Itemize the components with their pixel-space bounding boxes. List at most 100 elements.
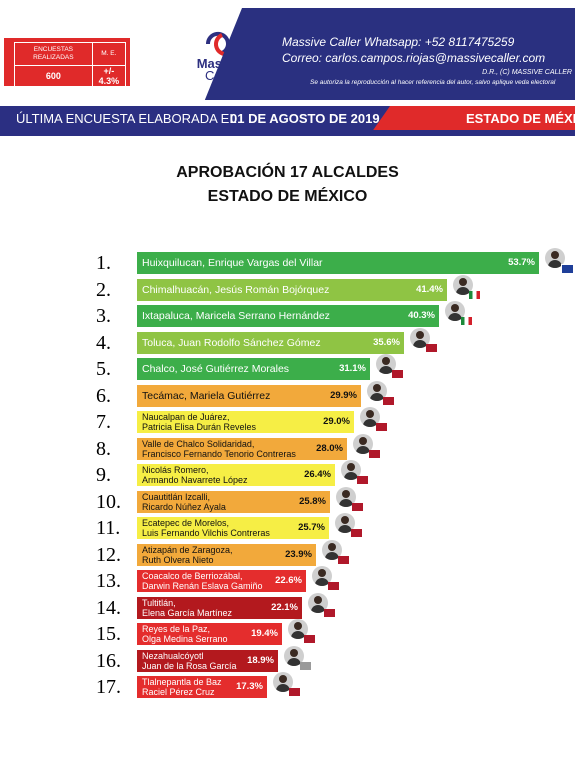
bar-label-line1: Tultitlán, — [142, 598, 176, 608]
margin-error-label: M. E. — [91, 42, 127, 66]
mayor-photo-icon — [322, 540, 342, 560]
bar-label-line2: Elena García Martínez — [142, 608, 233, 618]
bar-label: Ecatepec de Morelos, Luis Fernando Vilchi… — [142, 517, 270, 539]
mayor-photo-icon — [453, 275, 473, 295]
rank-label: 3. — [96, 305, 111, 327]
party-logo-icon — [376, 423, 387, 431]
bar-value-label: 35.6% — [373, 337, 400, 348]
party-logo-icon — [324, 609, 335, 617]
party-logo-icon — [469, 291, 480, 299]
bar: Naucalpan de Juárez, Patricia Elisa Durán… — [137, 411, 354, 433]
bar-label-line2: Francisco Fernando Tenorio Contreras — [142, 449, 296, 459]
bar: Nicolás Romero, Armando Navarrete López 26… — [137, 464, 335, 486]
bar: Atizapán de Zaragoza, Ruth Olvera Nieto 23… — [137, 544, 316, 566]
report-header: ENCUESTAS REALIZADAS M. E. 600 +/- 4.3% … — [0, 0, 575, 100]
bar-value-label: 53.7% — [508, 257, 535, 268]
mayor-photo-icon — [376, 354, 396, 374]
bar-label-line2: Olga Medina Serrano — [142, 634, 228, 644]
party-logo-icon — [300, 662, 311, 670]
bar-label: Tecámac, Mariela Gutiérrez — [142, 385, 270, 407]
bar-value-label: 18.9% — [247, 655, 274, 666]
bar-label-line2: Darwin Renán Eslava Gamiño — [142, 581, 263, 591]
rank-label: 4. — [96, 332, 111, 354]
bar: Reyes de la Paz, Olga Medina Serrano 19.4% — [137, 623, 282, 645]
whatsapp-text: Massive Caller Whatsapp: +52 8117475259 — [282, 35, 515, 49]
bar-value-label: 29.0% — [323, 416, 350, 427]
party-logo-icon — [426, 344, 437, 352]
party-logo-icon — [369, 450, 380, 458]
bar-label-line2: Juan de la Rosa García — [142, 661, 237, 671]
strip-state: ESTADO DE MÉXICO — [466, 111, 575, 126]
party-logo-icon — [357, 476, 368, 484]
email-text: Correo: carlos.campos.riojas@massivecall… — [282, 51, 546, 65]
bar-label-line1: Ecatepec de Morelos, — [142, 518, 230, 528]
bar-label-line1: Tlalnepantla de Baz — [142, 677, 222, 687]
bar-label-line1: Atizapán de Zaragoza, — [142, 545, 233, 555]
bar-value-label: 28.0% — [316, 443, 343, 454]
bar-label: Ixtapaluca, Maricela Serrano Hernández — [142, 305, 330, 327]
rank-label: 6. — [96, 385, 111, 407]
survey-date-strip: ÚLTIMA ENCUESTA ELABORADA EL 01 DE AGOST… — [0, 106, 575, 136]
party-logo-icon — [392, 370, 403, 378]
rank-label: 12. — [96, 544, 121, 566]
bar-value-label: 41.4% — [416, 284, 443, 295]
bar: Huixquilucan, Enrique Vargas del Villar 5… — [137, 252, 539, 274]
bar-label: Chimalhuacán, Jesús Román Bojórquez — [142, 279, 329, 301]
bar-label-line1: Toluca, Juan Rodolfo Sánchez Gómez — [142, 337, 321, 349]
bar-label-line1: Tecámac, Mariela Gutiérrez — [142, 390, 271, 402]
chart-title: APROBACIÓN 17 ALCALDES — [176, 164, 399, 181]
bar-label-line2: Raciel Pérez Cruz — [142, 687, 215, 697]
party-logo-icon — [383, 397, 394, 405]
bar-label-line1: Chimalhuacán, Jesús Román Bojórquez — [142, 284, 330, 296]
mayor-photo-icon — [288, 619, 308, 639]
bar-label-line1: Reyes de la Paz, — [142, 624, 211, 634]
bar-label-line2: Patricia Elisa Durán Reveles — [142, 422, 257, 432]
bar-value-label: 29.9% — [330, 390, 357, 401]
bar-value-label: 19.4% — [251, 628, 278, 639]
rank-label: 7. — [96, 411, 111, 433]
bar-label: Tultitlán, Elena García Martínez — [142, 597, 232, 619]
mayor-photo-icon — [336, 487, 356, 507]
chart-subtitle: ESTADO DE MÉXICO — [207, 188, 368, 205]
rank-label: 5. — [96, 358, 111, 380]
mayor-photo-icon — [353, 434, 373, 454]
bar-value-label: 17.3% — [236, 681, 263, 692]
party-logo-icon — [352, 503, 363, 511]
bar: Ixtapaluca, Maricela Serrano Hernández 40… — [137, 305, 439, 327]
bar-value-label: 31.1% — [339, 363, 366, 374]
bar-label-line2: Ruth Olvera Nieto — [142, 555, 214, 565]
bar-label: Coacalco de Berriozábal, Darwin Renán Esl… — [142, 570, 263, 592]
bar-label-line2: Ricardo Núñez Ayala — [142, 502, 226, 512]
party-logo-icon — [338, 556, 349, 564]
rank-label: 11. — [96, 517, 121, 539]
bar: Valle de Chalco Solidaridad, Francisco Fe… — [137, 438, 347, 460]
mayor-photo-icon — [273, 672, 293, 692]
bar-value-label: 25.7% — [298, 522, 325, 533]
bar: Toluca, Juan Rodolfo Sánchez Gómez 35.6% — [137, 332, 404, 354]
bar-label-line2: Luis Fernando Vilchis Contreras — [142, 528, 270, 538]
mayor-photo-icon — [445, 301, 465, 321]
strip-prefix: ÚLTIMA ENCUESTA ELABORADA EL — [16, 111, 237, 126]
bar-label-line1: Huixquilucan, Enrique Vargas del Villar — [142, 257, 323, 269]
strip-date: 01 DE AGOSTO DE 2019 — [230, 111, 380, 126]
mayor-photo-icon — [360, 407, 380, 427]
bar-label-line2: Armando Navarrete López — [142, 475, 248, 485]
bar: Ecatepec de Morelos, Luis Fernando Vilchi… — [137, 517, 329, 539]
bar-label: Cuautitlán Izcalli, Ricardo Núñez Ayala — [142, 491, 226, 513]
bar-label-line1: Cuautitlán Izcalli, — [142, 492, 211, 502]
rank-label: 1. — [96, 252, 111, 274]
bar-label-line1: Ixtapaluca, Maricela Serrano Hernández — [142, 310, 330, 322]
bar-label: Toluca, Juan Rodolfo Sánchez Gómez — [142, 332, 321, 354]
rank-label: 8. — [96, 438, 111, 460]
party-logo-icon — [351, 529, 362, 537]
bar-value-label: 22.1% — [271, 602, 298, 613]
bar-label-line1: Coacalco de Berriozábal, — [142, 571, 243, 581]
rank-label: 17. — [96, 676, 121, 698]
bar: Tultitlán, Elena García Martínez 22.1% — [137, 597, 302, 619]
mayor-photo-icon — [410, 328, 430, 348]
mayor-photo-icon — [308, 593, 328, 613]
party-logo-icon — [561, 264, 574, 274]
rank-label: 10. — [96, 491, 121, 513]
mayor-photo-icon — [284, 646, 304, 666]
sample-size-label: ENCUESTAS REALIZADAS — [14, 42, 93, 66]
